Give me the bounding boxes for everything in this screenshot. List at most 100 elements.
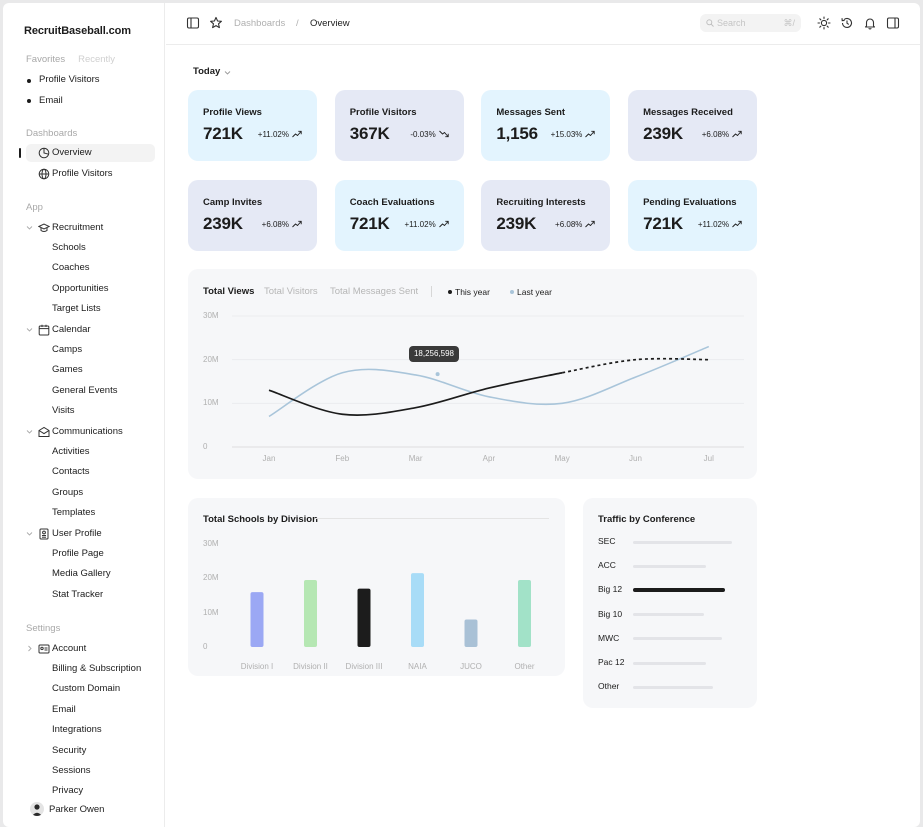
sidebar-item-custom-domain[interactable]: Custom Domain xyxy=(52,683,121,695)
bullet-icon xyxy=(27,78,31,83)
legend-last-year: Last year xyxy=(517,287,552,297)
sidebar-item-integrations[interactable]: Integrations xyxy=(52,724,102,736)
app-window: RecruitBaseball.com Favorites Recently P… xyxy=(3,3,920,827)
x-tick-label: Mar xyxy=(408,454,423,463)
sidebar-item-general-events[interactable]: General Events xyxy=(52,384,118,396)
stat-delta: +6.08% xyxy=(555,220,583,229)
stat-title: Recruiting Interests xyxy=(496,197,586,208)
bullet-icon xyxy=(27,99,31,103)
sidebar-item-email[interactable]: Email xyxy=(52,703,76,715)
stat-card-messages-received[interactable]: Messages Received 239K +6.08% xyxy=(628,90,758,161)
bar-juco xyxy=(464,619,478,647)
conference-bar-mwc xyxy=(633,637,722,641)
hover-marker xyxy=(435,372,440,377)
stat-value: 367K xyxy=(349,124,390,143)
stat-card-profile-visitors[interactable]: Profile Visitors 367K -0.03% xyxy=(334,90,464,161)
sidebar-item-billing-and-subscription[interactable]: Billing & Subscription xyxy=(52,662,142,674)
id-card-icon xyxy=(39,528,49,539)
conference-bar-pac-12 xyxy=(633,661,706,665)
trend-down-icon xyxy=(438,130,449,138)
sidebar-group-account[interactable]: Account xyxy=(52,642,87,654)
sidebar-item-activities[interactable]: Activities xyxy=(52,445,90,457)
conference-label-other: Other xyxy=(598,681,620,692)
stat-card-recruiting-interests[interactable]: Recruiting Interests 239K +6.08% xyxy=(481,180,611,251)
x-tick-label: Division I xyxy=(240,662,274,671)
sidebar-group-user-profile[interactable]: User Profile xyxy=(52,527,102,539)
sidebar-item-coaches[interactable]: Coaches xyxy=(52,262,90,274)
history-icon[interactable] xyxy=(840,16,854,30)
x-tick-label: May xyxy=(554,454,570,463)
x-tick-label: Feb xyxy=(335,454,350,463)
sidebar-item-overview[interactable]: Overview xyxy=(52,147,92,158)
legend-dot-last-year xyxy=(510,290,514,294)
date-filter[interactable]: Today xyxy=(193,66,221,77)
stat-value: 1,156 xyxy=(496,124,538,143)
sidebar-item-contacts[interactable]: Contacts xyxy=(52,466,90,478)
stat-card-profile-views[interactable]: Profile Views 721K +11.02% xyxy=(188,90,317,161)
panel-toggle-icon[interactable] xyxy=(886,16,900,30)
stat-value: 721K xyxy=(203,124,243,143)
chevron-down-icon[interactable] xyxy=(26,326,33,333)
sidebar-item-games[interactable]: Games xyxy=(52,364,83,376)
sidebar-group-calendar[interactable]: Calendar xyxy=(52,323,91,335)
sidebar-item-opportunities[interactable]: Opportunities xyxy=(52,282,109,294)
favorite-profile-visitors[interactable]: Profile Visitors xyxy=(39,74,100,85)
tab-total-messages-sent[interactable]: Total Messages Sent xyxy=(330,286,419,297)
tab-recently[interactable]: Recently xyxy=(78,54,116,65)
account-card-icon xyxy=(38,644,50,653)
chevron-down-icon[interactable] xyxy=(26,530,33,537)
sidebar-group-recruitment[interactable]: Recruitment xyxy=(52,221,104,233)
x-tick-label: Jan xyxy=(262,454,276,463)
trend-up-icon xyxy=(292,220,302,228)
sun-icon[interactable] xyxy=(817,16,831,30)
conference-label-pac-12: Pac 12 xyxy=(598,657,625,667)
stat-card-camp-invites[interactable]: Camp Invites 239K +6.08% xyxy=(188,180,317,251)
stat-title: Camp Invites xyxy=(203,197,263,208)
sidebar-item-sessions[interactable]: Sessions xyxy=(52,764,91,776)
stat-delta: +11.02% xyxy=(697,220,730,229)
brand-logo[interactable]: RecruitBaseball.com xyxy=(24,25,131,37)
sidebar-item-security[interactable]: Security xyxy=(52,744,87,756)
x-tick-label: Apr xyxy=(482,454,496,463)
y-tick-label: 20M xyxy=(203,354,219,364)
stat-card-pending-evaluations[interactable]: Pending Evaluations 721K +11.02% xyxy=(628,180,758,251)
sidebar-item-groups[interactable]: Groups xyxy=(52,486,84,498)
y-tick-label: 30M xyxy=(203,539,219,548)
graduation-cap-icon xyxy=(38,222,50,232)
conference-label-big-10: Big 10 xyxy=(598,608,623,619)
chevron-right-icon[interactable] xyxy=(26,645,33,652)
sidebar-item-media-gallery[interactable]: Media Gallery xyxy=(52,568,111,580)
sidebar-item-profile-visitors[interactable]: Profile Visitors xyxy=(52,167,113,179)
sidebar-item-profile-page[interactable]: Profile Page xyxy=(52,547,104,559)
sidebar: RecruitBaseball.com Favorites Recently P… xyxy=(3,3,165,827)
tab-favorites[interactable]: Favorites xyxy=(26,54,66,65)
tab-total-views[interactable]: Total Views xyxy=(203,286,255,297)
sidebar-item-templates[interactable]: Templates xyxy=(52,507,96,519)
sidebar-item-stat-tracker[interactable]: Stat Tracker xyxy=(52,588,104,600)
sidebar-toggle-icon[interactable] xyxy=(186,16,200,30)
y-tick-label: 0 xyxy=(203,642,208,651)
search-input[interactable]: Search ⌘/ xyxy=(700,14,801,32)
chevron-down-icon[interactable] xyxy=(26,224,33,231)
series-last-year-line xyxy=(268,345,710,418)
avatar[interactable] xyxy=(30,802,44,816)
stat-card-coach-evaluations[interactable]: Coach Evaluations 721K +11.02% xyxy=(334,180,464,251)
sidebar-item-privacy[interactable]: Privacy xyxy=(52,785,84,797)
chevron-down-icon[interactable] xyxy=(26,428,33,435)
sidebar-item-camps[interactable]: Camps xyxy=(52,343,83,355)
tab-total-visitors[interactable]: Total Visitors xyxy=(264,286,318,297)
bell-icon[interactable] xyxy=(863,16,877,30)
user-name[interactable]: Parker Owen xyxy=(49,804,105,815)
y-tick-label: 10M xyxy=(203,398,219,408)
star-icon[interactable] xyxy=(209,16,223,30)
sidebar-tabs: Favorites Recently xyxy=(26,54,115,65)
bar-chart-title: Total Schools by Division xyxy=(203,514,318,525)
sidebar-item-visits[interactable]: Visits xyxy=(52,405,75,417)
favorite-email[interactable]: Email xyxy=(39,94,63,106)
sidebar-item-schools[interactable]: Schools xyxy=(52,241,86,253)
sidebar-group-communications[interactable]: Communications xyxy=(52,425,123,437)
chevron-down-icon[interactable] xyxy=(224,69,231,76)
breadcrumb-dashboards[interactable]: Dashboards xyxy=(234,18,286,29)
stat-card-messages-sent[interactable]: Messages Sent 1,156 +15.03% xyxy=(481,90,611,161)
sidebar-item-target-lists[interactable]: Target Lists xyxy=(52,303,101,315)
